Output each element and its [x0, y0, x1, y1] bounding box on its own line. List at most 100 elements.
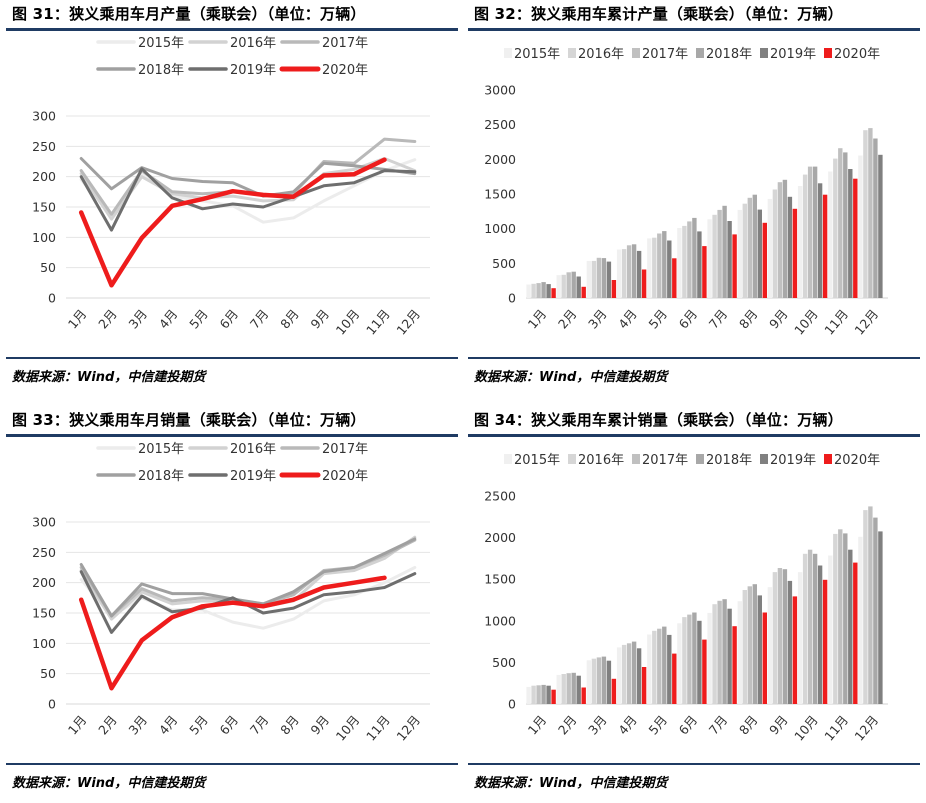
x-tick-label: 7月	[247, 712, 272, 737]
bar	[641, 667, 647, 704]
bar	[873, 138, 878, 298]
legend-label: 2015年	[514, 47, 560, 62]
bar	[551, 689, 556, 704]
series-line	[79, 537, 417, 618]
legend-label: 2018年	[138, 63, 184, 78]
bar	[596, 257, 602, 298]
bar	[833, 533, 838, 704]
legend-label: 2016年	[230, 36, 276, 51]
bar	[707, 219, 712, 298]
x-tick-label: 8月	[277, 306, 302, 331]
series-line	[79, 157, 417, 198]
y-tick-label: 250	[32, 545, 56, 560]
bar	[792, 208, 798, 298]
legend-label: 2017年	[322, 442, 368, 457]
bar	[767, 587, 773, 704]
bar	[667, 634, 672, 704]
legend-swatch	[504, 48, 512, 58]
y-tick-label: 3000	[484, 83, 516, 98]
bar	[822, 579, 828, 704]
bar	[747, 586, 752, 704]
x-tick-label: 5月	[645, 712, 670, 737]
bar	[596, 657, 602, 704]
bar	[561, 674, 566, 704]
legend-swatch	[824, 454, 832, 464]
bar	[717, 600, 722, 704]
x-tick-label: 11月	[363, 712, 393, 743]
line-chart-monthly-production: 2015年 2016年 2017年 2018年 2019年 2020年 0 50 100 150 2…	[32, 36, 430, 338]
y-tick-label: 2000	[484, 530, 516, 545]
y-tick-label: 150	[32, 200, 56, 215]
legend-swatch	[568, 48, 576, 58]
bar	[631, 641, 637, 704]
chart-panel-cumulative-sales: 图 34：狭义乘用车累计销量（乘联会）（单位：万辆） 2015年 2016年 201…	[468, 406, 920, 803]
bar	[687, 221, 692, 298]
x-tick-label: 10月	[333, 306, 363, 337]
bar	[858, 155, 863, 298]
bar	[581, 286, 586, 298]
x-tick-label: 4月	[156, 712, 181, 737]
bar	[727, 221, 732, 298]
title-divider	[6, 28, 458, 31]
x-tick-label: 12月	[851, 306, 881, 337]
legend-label: 2018年	[706, 453, 752, 468]
bar	[838, 529, 843, 704]
x-tick-label: 10月	[333, 712, 363, 743]
bar	[551, 288, 556, 298]
x-tick-label: 3月	[585, 306, 610, 331]
bar	[647, 238, 652, 298]
legend-label: 2015年	[514, 453, 560, 468]
bar	[586, 260, 592, 298]
bar	[863, 510, 868, 704]
x-tick-label: 11月	[821, 306, 851, 337]
bar	[843, 152, 848, 298]
bar	[878, 531, 883, 704]
y-tick-label: 100	[32, 230, 56, 245]
bar	[631, 244, 637, 298]
x-tick-label: 7月	[247, 306, 272, 331]
source-divider	[468, 763, 920, 765]
bar	[717, 209, 722, 298]
legend-label: 2019年	[230, 469, 276, 484]
bar	[536, 685, 541, 704]
bar	[581, 687, 586, 704]
bar	[652, 630, 657, 704]
chart-panel-monthly-sales: 图 33：狭义乘用车月销量（乘联会）（单位：万辆） 2015年 2016年 2017…	[6, 406, 458, 803]
bar	[687, 614, 692, 704]
legend-swatch	[632, 454, 640, 464]
y-tick-label: 2000	[484, 152, 516, 167]
x-tick-label: 1月	[65, 712, 90, 737]
bar	[677, 228, 682, 298]
x-tick-label: 3月	[125, 306, 150, 331]
bar	[797, 186, 803, 298]
bar	[737, 601, 742, 704]
bar	[616, 249, 622, 298]
x-tick-label: 11月	[363, 306, 393, 337]
bar	[626, 245, 632, 298]
x-tick-label: 11月	[821, 712, 851, 743]
y-tick-label: 500	[492, 256, 516, 271]
title-divider	[468, 434, 920, 437]
legend-label: 2018年	[138, 469, 184, 484]
x-tick-label: 9月	[766, 306, 791, 331]
series-line	[78, 157, 387, 288]
y-tick-label: 0	[508, 291, 516, 306]
bar	[606, 660, 612, 704]
bar	[752, 194, 757, 298]
legend-swatch	[696, 454, 704, 464]
bar	[697, 620, 702, 704]
legend-swatch	[696, 48, 704, 58]
bar	[576, 675, 581, 704]
x-tick-label: 2月	[555, 712, 580, 737]
bar	[652, 237, 657, 298]
x-tick-label: 7月	[706, 712, 731, 737]
x-tick-label: 6月	[216, 306, 241, 331]
x-tick-label: 9月	[766, 712, 791, 737]
x-tick-label: 9月	[307, 306, 332, 331]
bar	[692, 612, 697, 704]
bar	[546, 685, 551, 704]
bar	[601, 258, 607, 298]
bar	[707, 612, 712, 704]
data-source-note: 数据来源：Wind，中信建投期货	[12, 776, 206, 791]
bar	[566, 673, 571, 704]
